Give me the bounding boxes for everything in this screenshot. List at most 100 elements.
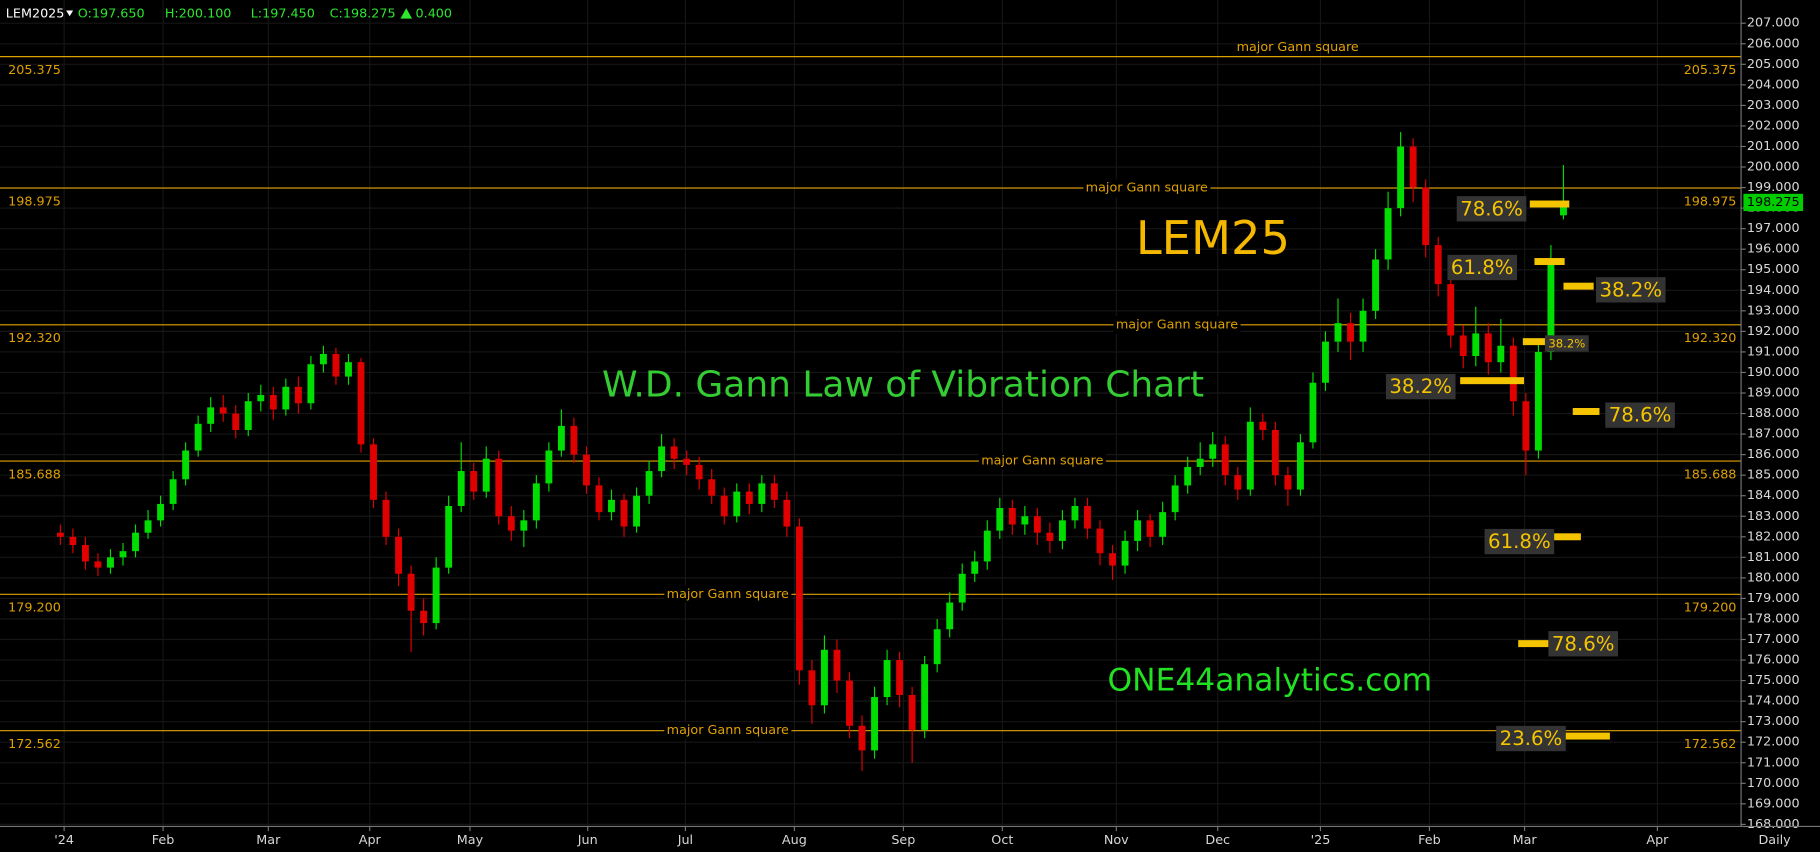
label-background (1456, 196, 1527, 222)
candle-body (996, 508, 1004, 531)
level-price-right: 172.562 (1684, 737, 1737, 752)
candle-body (921, 664, 929, 730)
y-tick-label: 174.000 (1747, 694, 1800, 709)
candle-body (219, 407, 227, 414)
candle-body (495, 458, 503, 517)
candle-body (758, 483, 766, 504)
gann-level-name: major Gann square (667, 723, 789, 738)
candle-body (1509, 345, 1517, 402)
y-tick-label: 183.000 (1747, 509, 1800, 524)
candle-body (1109, 553, 1116, 566)
candle-body (395, 536, 403, 574)
x-tick-label: Jun (577, 833, 598, 848)
candle-body (420, 610, 428, 624)
y-tick-label: 199.000 (1747, 180, 1800, 195)
x-tick-label: Mar (1513, 833, 1538, 848)
candle-body (820, 649, 828, 706)
x-tick-label: Dec (1205, 833, 1230, 848)
candle-body (1409, 146, 1417, 188)
candle-body (207, 407, 215, 424)
candle-body (1447, 284, 1455, 336)
change-up-icon (400, 8, 413, 19)
fib-bar (1572, 408, 1600, 415)
candle-body (1459, 335, 1467, 357)
candle-body (307, 364, 315, 404)
candle-body (407, 573, 415, 611)
fib-label: 78.6% (1552, 632, 1615, 655)
levels: 205.375 205.375 major Gann square 198.975 19… (0, 40, 1742, 752)
y-tick-label: 200.000 (1747, 160, 1800, 175)
label-background (1113, 316, 1241, 334)
fib-label: 23.6% (1500, 727, 1563, 750)
x-tick-label: May (457, 833, 484, 848)
candle-body (1071, 505, 1079, 521)
candle-body (1058, 520, 1066, 541)
candle-body (1372, 259, 1380, 311)
candle-body (608, 499, 615, 513)
candle-body (833, 649, 841, 681)
fib-label: 38.2% (1389, 375, 1452, 398)
y-tick-label: 189.000 (1747, 385, 1800, 400)
candle-body (169, 479, 177, 504)
candle-body (946, 602, 954, 630)
fib-label: 38.2% (1548, 336, 1585, 350)
y-tick-label: 186.000 (1747, 447, 1800, 462)
y-tick-label: 171.000 (1747, 755, 1800, 770)
candle-body (733, 491, 741, 517)
level-price-left: 179.200 (8, 601, 61, 616)
candle-body (958, 573, 966, 603)
label-background (1496, 725, 1566, 752)
x-tick-label: Jul (677, 833, 693, 848)
candle-body (1196, 458, 1204, 467)
y-tick-label: 182.000 (1747, 529, 1800, 544)
candle-body (319, 353, 327, 365)
candle-body (1234, 475, 1242, 490)
y-tick-label: 195.000 (1747, 262, 1800, 277)
candle-body (1472, 333, 1480, 357)
y-tick-label: 190.000 (1747, 365, 1800, 380)
symbol-dropdown[interactable] (66, 10, 74, 17)
y-tick-label: 181.000 (1747, 550, 1800, 565)
x-tick-label: Nov (1104, 833, 1129, 848)
candle-body (457, 471, 465, 506)
candle-body (846, 680, 853, 726)
fib-bar (1460, 377, 1525, 385)
candle-body (182, 450, 190, 480)
candle-body (745, 491, 753, 504)
candle-body (81, 545, 89, 562)
candle-body (1008, 508, 1016, 525)
candle-body (194, 423, 202, 451)
y-tick-label: 176.000 (1747, 653, 1800, 668)
y-tick-label: 201.000 (1747, 139, 1800, 154)
candle-body (795, 526, 803, 671)
candle-body (1259, 421, 1267, 430)
candle-body (1497, 345, 1505, 363)
candle-body (595, 485, 603, 513)
candle-body (445, 505, 453, 568)
fib-bar (1518, 640, 1549, 648)
x-tick-label: Mar (256, 833, 281, 848)
candle-body (370, 444, 377, 500)
fib-bar (1529, 200, 1570, 208)
candle-body (808, 670, 816, 706)
y-tick-label: 188.000 (1747, 406, 1800, 421)
level-price-right: 205.375 (1684, 63, 1737, 78)
symbol[interactable]: LEM2025 (6, 6, 65, 21)
y-tick-label: 193.000 (1747, 303, 1800, 318)
candle-body (94, 561, 102, 568)
fib-bar (1564, 732, 1610, 740)
interval-label[interactable]: Daily (1758, 833, 1791, 848)
candle-body (896, 660, 904, 695)
y-tick-label: 175.000 (1747, 673, 1800, 688)
candle-body (357, 362, 365, 445)
candle-body (883, 660, 891, 698)
candle-body (1221, 444, 1229, 476)
last-price-label: 198.275 (1747, 195, 1800, 210)
candle-body (770, 483, 778, 500)
fib-marks: 78.6% 61.8% 38.2% 38.2% 38.2% 78.6% 61.8% 78.6%… (1385, 196, 1675, 752)
gann-level-name: major Gann square (1116, 317, 1238, 332)
level-price-right: 185.688 (1684, 467, 1737, 482)
x-tick-label: Feb (1418, 833, 1441, 848)
y-tick-label: 205.000 (1747, 57, 1800, 72)
